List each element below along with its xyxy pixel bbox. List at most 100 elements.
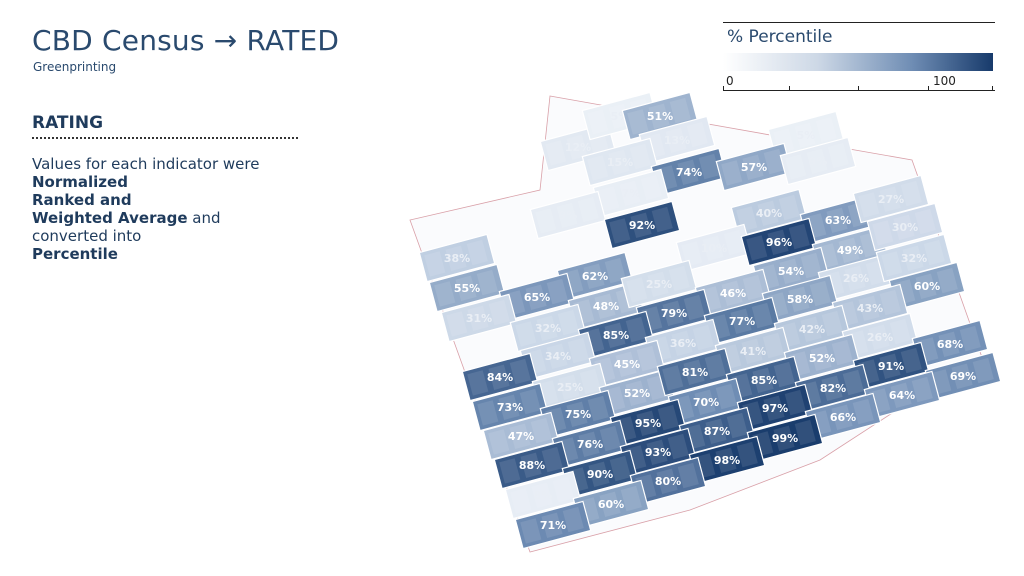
census-block: 13% — [638, 115, 716, 165]
building-footprint — [445, 245, 467, 271]
desc-line-1: Values for each indicator were — [32, 155, 260, 173]
building-footprint — [893, 214, 915, 240]
census-block: 96% — [740, 217, 818, 267]
building-footprint — [746, 235, 768, 261]
block-percentile-label: 43% — [857, 302, 883, 315]
building-footprint — [669, 97, 691, 124]
building-footprint — [630, 212, 652, 238]
building-footprint — [488, 299, 510, 326]
building-footprint — [587, 155, 609, 181]
building-footprint — [609, 455, 631, 482]
building-footprint — [625, 380, 647, 406]
census-block-fill — [656, 347, 734, 397]
building-footprint — [936, 267, 958, 294]
block-percentile-label: 63% — [825, 214, 851, 227]
building-footprint — [531, 482, 553, 508]
building-footprint — [579, 368, 601, 395]
building-footprint — [809, 280, 831, 307]
block-percentile-label: 77% — [729, 315, 755, 328]
building-footprint — [619, 180, 641, 206]
census-block: 77% — [703, 296, 781, 346]
building-footprint — [900, 347, 922, 374]
building-footprint — [608, 149, 630, 175]
building-footprint — [466, 239, 488, 266]
building-footprint — [509, 423, 531, 449]
building-footprint — [794, 419, 816, 446]
census-block: 52% — [598, 368, 676, 418]
building-footprint — [785, 154, 807, 180]
building-footprint — [842, 369, 864, 396]
building-footprint — [567, 337, 589, 364]
building-footprint — [683, 294, 705, 321]
census-block-fill — [504, 470, 582, 520]
block-percentile-label: 32% — [535, 322, 561, 335]
census-block: 97% — [736, 383, 814, 433]
building-footprint — [546, 343, 568, 369]
building-footprint — [844, 265, 866, 291]
building-footprint — [752, 367, 774, 393]
block-percentile-label: 69% — [950, 370, 976, 383]
legend-tick — [992, 86, 993, 91]
building-footprint — [525, 284, 547, 310]
census-block: 91% — [852, 341, 930, 391]
building-footprint — [520, 452, 542, 478]
building-footprint — [515, 321, 537, 347]
building-footprint — [530, 417, 552, 444]
census-block-fill — [852, 174, 930, 224]
building-footprint — [646, 439, 668, 465]
census-block: 49% — [811, 225, 889, 275]
building-footprint — [705, 418, 727, 444]
desc-ranked: Ranked and — [32, 191, 132, 209]
building-footprint — [625, 316, 647, 343]
building-footprint — [434, 281, 456, 307]
building-footprint — [648, 103, 670, 129]
building-footprint — [959, 325, 981, 352]
building-footprint — [923, 239, 945, 266]
block-percentile-label: 79% — [661, 307, 687, 320]
block-percentile-label: 60% — [598, 498, 624, 511]
building-footprint — [938, 331, 960, 357]
building-footprint — [545, 140, 567, 166]
building-footprint — [704, 353, 726, 380]
census-block: 25% — [531, 362, 609, 412]
building-footprint — [556, 202, 578, 228]
building-footprint — [662, 365, 684, 391]
census-block: 92% — [603, 200, 681, 250]
building-footprint — [467, 305, 489, 331]
block-percentile-label: 65% — [524, 291, 550, 304]
building-footprint — [588, 461, 610, 487]
building-footprint — [794, 122, 816, 148]
building-footprint — [763, 148, 785, 175]
building-footprint — [723, 229, 745, 256]
block-percentile-label: 75% — [565, 408, 591, 421]
legend-tick — [928, 86, 929, 91]
block-percentile-label: 60% — [914, 280, 940, 293]
building-footprint — [726, 412, 748, 439]
block-percentile-label: 13% — [664, 134, 690, 147]
block-percentile-label: 62% — [582, 270, 608, 283]
census-block: 9% — [529, 190, 607, 240]
block-percentile-label: 7% — [622, 187, 641, 200]
census-block-map: 12%5% 51%13% 5%15%74% 57% 9%7%40%63%27%9%92%… — [409, 91, 1000, 553]
desc-percentile: Percentile — [32, 245, 118, 263]
census-block-fill — [740, 217, 818, 267]
block-percentile-label: 9% — [809, 155, 828, 168]
block-percentile-label: 51% — [647, 110, 673, 123]
building-footprint — [446, 311, 468, 337]
block-percentile-label: 85% — [751, 374, 777, 387]
census-block: 9% — [779, 136, 857, 186]
building-footprint — [587, 109, 609, 135]
building-footprint — [455, 275, 477, 301]
building-footprint — [815, 116, 837, 143]
block-percentile-label: 46% — [720, 287, 746, 300]
building-footprint — [536, 315, 558, 341]
building-footprint — [788, 286, 810, 312]
building-footprint — [900, 180, 922, 207]
block-percentile-label: 32% — [901, 252, 927, 265]
building-footprint — [535, 208, 557, 234]
building-footprint — [879, 353, 901, 379]
building-footprint — [657, 404, 679, 431]
building-footprint — [566, 401, 588, 427]
census-block: 73% — [471, 382, 549, 432]
building-footprint — [838, 237, 860, 263]
